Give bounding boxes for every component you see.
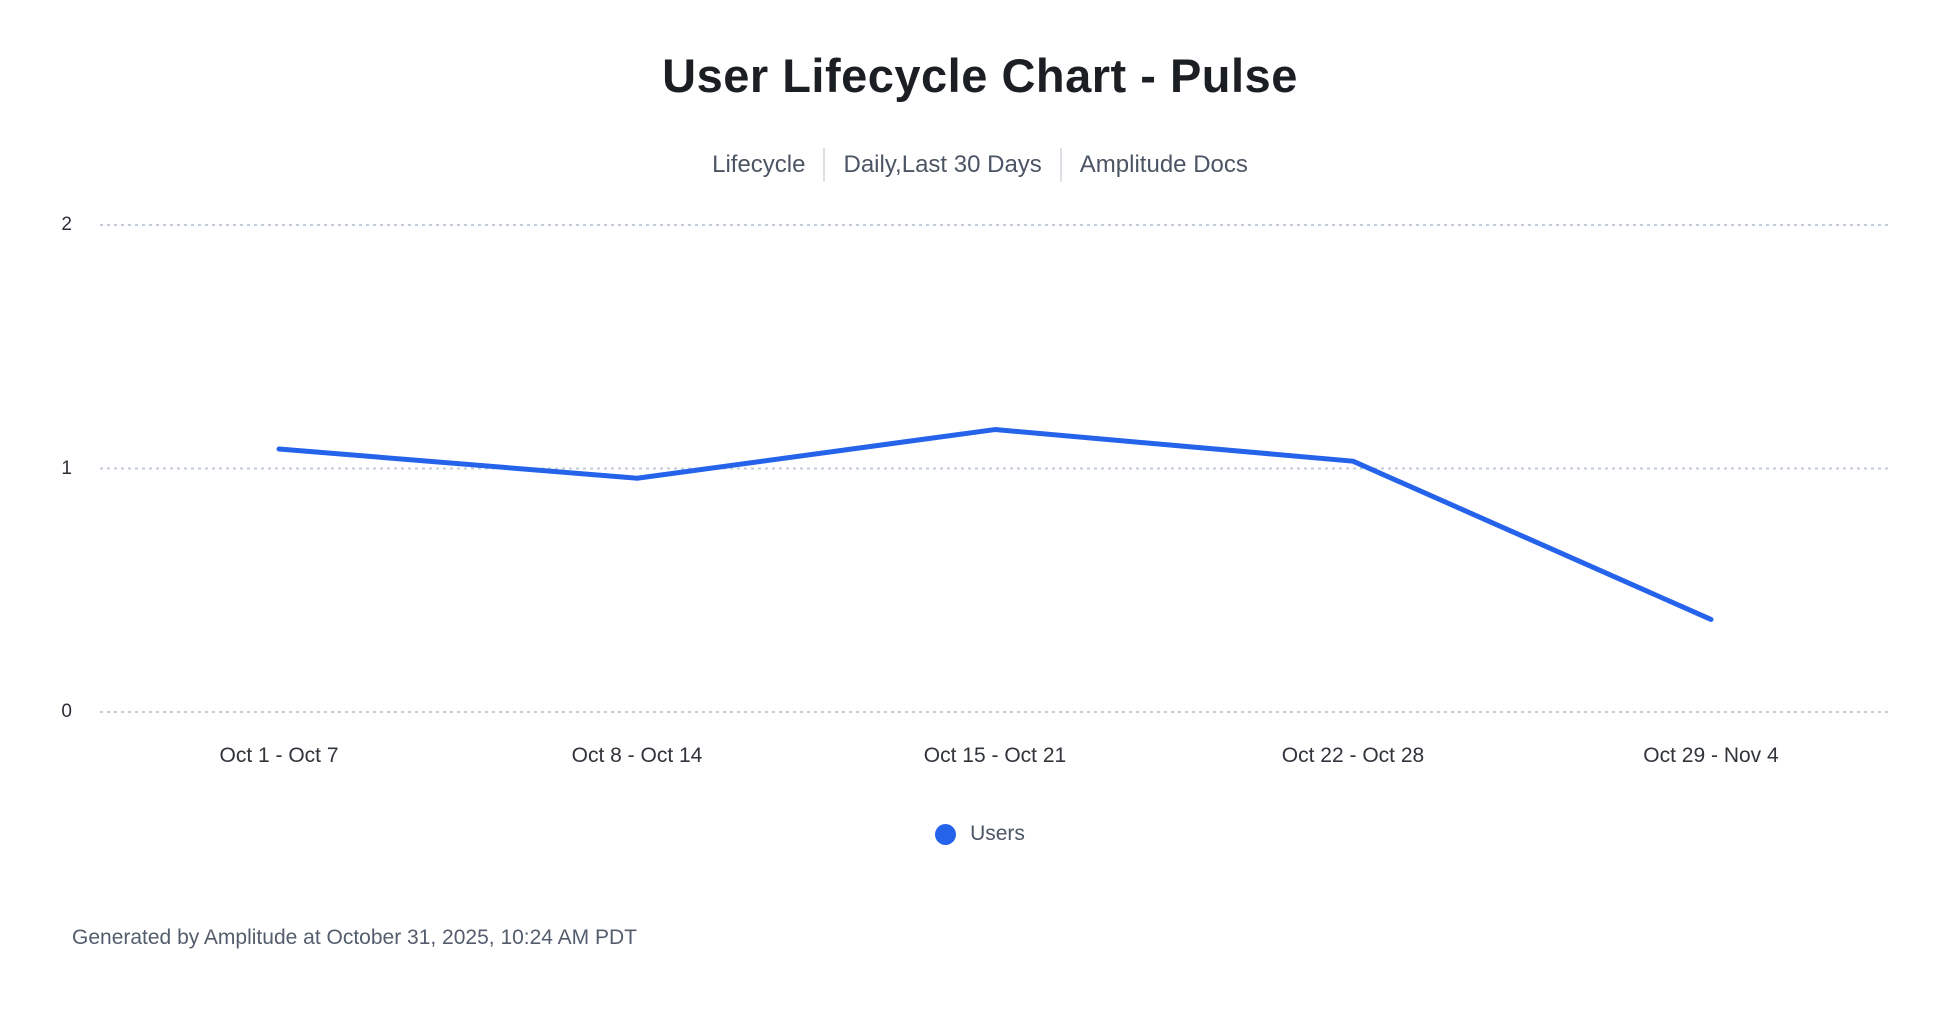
chart-subtitle: Lifecycle Daily,Last 30 Days Amplitude D… — [0, 148, 1960, 182]
legend-item-users[interactable]: Users — [935, 822, 1025, 846]
subtitle-metric: Lifecycle — [712, 151, 806, 178]
legend-label: Users — [970, 822, 1025, 845]
legend-dot-icon — [935, 823, 957, 845]
subtitle-daterange: Daily,Last 30 Days — [843, 151, 1042, 178]
subtitle-project: Amplitude Docs — [1079, 151, 1248, 178]
subtitle-divider — [823, 148, 826, 182]
series-line-users — [276, 427, 1714, 622]
page-title: User Lifecycle Chart - Pulse — [662, 49, 1298, 102]
subtitle-divider — [1059, 148, 1062, 182]
legend: Users — [0, 822, 1960, 846]
generated-by-footer: Generated by Amplitude at October 31, 20… — [72, 926, 638, 949]
